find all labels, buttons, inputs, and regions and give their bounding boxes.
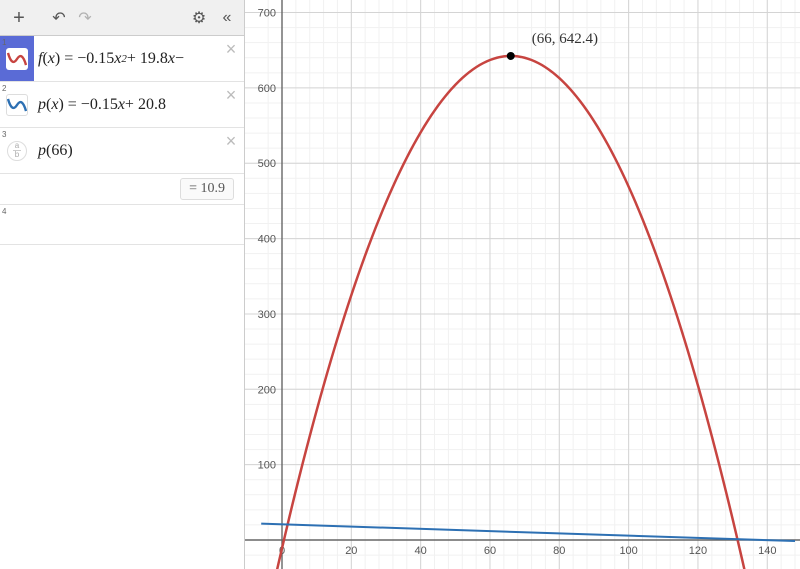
expression-row[interactable]: 2 p(x) = −0.15x + 20.8 × xyxy=(0,82,244,128)
curve-color-icon[interactable] xyxy=(6,48,28,70)
expression-input[interactable]: f(x) = −0.15x2 + 19.8x − xyxy=(34,36,244,81)
fraction-icon: ab xyxy=(7,141,27,161)
undo-icon: ↶ xyxy=(52,8,65,28)
expression-row[interactable]: 4 xyxy=(0,205,244,245)
svg-text:40: 40 xyxy=(415,545,427,557)
svg-text:400: 400 xyxy=(258,234,276,246)
svg-text:100: 100 xyxy=(258,460,276,472)
settings-button[interactable]: ⚙ xyxy=(186,5,212,31)
svg-text:140: 140 xyxy=(758,545,776,557)
expression-row[interactable]: 1 f(x) = −0.15x2 + 19.8x − × xyxy=(0,36,244,82)
collapse-panel-button[interactable]: « xyxy=(212,5,238,31)
row-index: 4 xyxy=(2,207,6,216)
svg-text:120: 120 xyxy=(689,545,707,557)
graph-area[interactable]: 020406080100120140100200300400500600700 … xyxy=(245,0,800,569)
result-equals: = xyxy=(189,181,200,196)
expression-input[interactable] xyxy=(34,205,244,244)
delete-row-button[interactable]: × xyxy=(222,132,240,150)
undo-button[interactable]: ↶ xyxy=(46,5,72,31)
point-label: (66, 642.4) xyxy=(529,30,601,49)
row-index: 1 xyxy=(2,38,6,47)
expression-row[interactable]: 3 ab p(66) × xyxy=(0,128,244,174)
gear-icon: ⚙ xyxy=(192,8,206,28)
svg-text:700: 700 xyxy=(258,8,276,20)
svg-text:200: 200 xyxy=(258,384,276,396)
curve-color-icon[interactable] xyxy=(6,94,28,116)
svg-text:300: 300 xyxy=(258,309,276,321)
expression-list: 1 f(x) = −0.15x2 + 19.8x − × 2 p(x) = − xyxy=(0,36,244,569)
redo-icon: ↷ xyxy=(78,8,91,28)
svg-text:60: 60 xyxy=(484,545,496,557)
svg-text:600: 600 xyxy=(258,83,276,95)
result-value: 10.9 xyxy=(201,181,226,196)
plus-icon: + xyxy=(13,8,25,28)
svg-text:500: 500 xyxy=(258,158,276,170)
chevron-left-icon: « xyxy=(223,9,228,27)
svg-text:80: 80 xyxy=(553,545,565,557)
expression-panel: + ↶ ↷ ⚙ « 1 f(x) = −0.15x2 + 19.8x − × xyxy=(0,0,245,569)
expression-result: = 10.9 xyxy=(0,174,244,205)
panel-toolbar: + ↶ ↷ ⚙ « xyxy=(0,0,244,36)
delete-row-button[interactable]: × xyxy=(222,40,240,58)
delete-row-button[interactable]: × xyxy=(222,86,240,104)
row-index: 3 xyxy=(2,130,6,139)
svg-text:100: 100 xyxy=(619,545,637,557)
expression-input[interactable]: p(66) xyxy=(34,128,244,173)
add-expression-button[interactable]: + xyxy=(6,5,32,31)
redo-button[interactable]: ↷ xyxy=(72,5,98,31)
expression-input[interactable]: p(x) = −0.15x + 20.8 xyxy=(34,82,244,127)
row-index: 2 xyxy=(2,84,6,93)
svg-text:20: 20 xyxy=(345,545,357,557)
